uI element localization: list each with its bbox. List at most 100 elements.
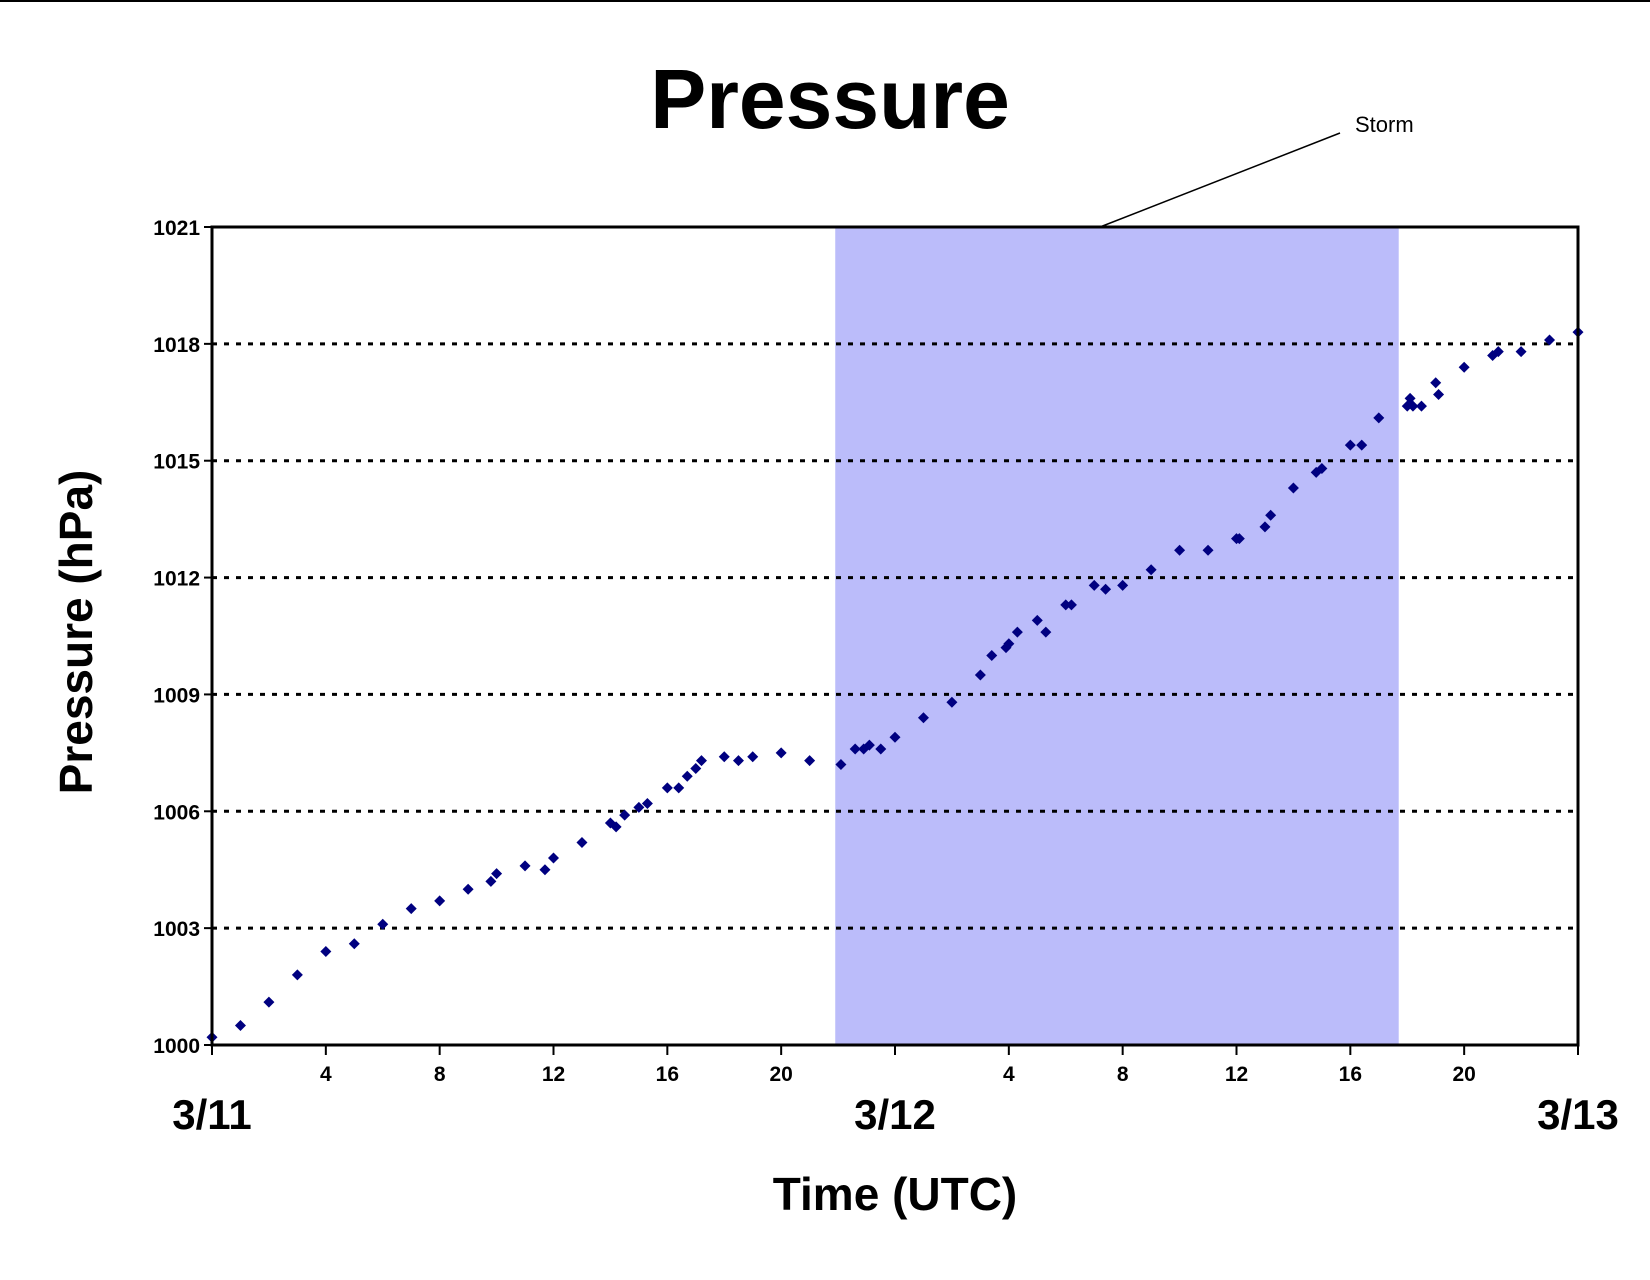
- y-tick-label: 1000: [153, 1035, 200, 1058]
- y-axis-label: Pressure (hPa): [50, 470, 102, 795]
- data-point: [1088, 579, 1100, 591]
- data-point: [1415, 400, 1427, 412]
- data-point: [1031, 614, 1043, 626]
- data-point: [434, 895, 446, 907]
- x-date-label: 3/11: [172, 1091, 251, 1138]
- chart-title: Pressure: [650, 52, 1010, 146]
- data-point: [1433, 388, 1445, 400]
- data-point: [1202, 544, 1214, 556]
- data-point: [576, 836, 588, 848]
- data-point: [690, 762, 702, 774]
- x-date-label: 3/12: [854, 1091, 936, 1138]
- data-point: [732, 755, 744, 767]
- data-point: [1373, 412, 1385, 424]
- data-point: [1430, 377, 1442, 389]
- y-tick-label: 1015: [153, 451, 200, 474]
- data-point: [1065, 599, 1077, 611]
- x-date-label: 3/13: [1537, 1091, 1619, 1138]
- data-point: [1356, 439, 1368, 451]
- data-point: [548, 852, 559, 864]
- data-point: [291, 969, 303, 981]
- data-point: [610, 821, 622, 833]
- data-point: [917, 712, 929, 724]
- data-point: [681, 770, 693, 782]
- data-point: [849, 743, 861, 755]
- data-point: [1287, 482, 1299, 494]
- data-point: [485, 875, 497, 887]
- data-point: [1100, 583, 1112, 595]
- data-point: [1145, 564, 1157, 576]
- plot-frame: [210, 225, 1580, 1047]
- data-point: [1344, 439, 1356, 451]
- x-tick-label: 12: [1225, 1063, 1248, 1086]
- data-point: [875, 743, 887, 755]
- data-point: [1117, 579, 1129, 591]
- data-point: [263, 996, 275, 1008]
- y-tick-label: 1009: [153, 684, 200, 707]
- y-tick-label: 1003: [153, 918, 200, 941]
- data-point: [1011, 626, 1023, 638]
- data-point: [673, 782, 685, 794]
- data-point: [661, 782, 673, 794]
- data-point: [775, 747, 787, 759]
- y-tick-label: 1018: [153, 334, 200, 357]
- data-point: [234, 1020, 246, 1032]
- data-point: [1040, 626, 1052, 638]
- x-tick-label: 4: [320, 1063, 332, 1086]
- data-point: [889, 731, 901, 743]
- x-tick-label: 8: [434, 1063, 446, 1086]
- data-point: [641, 797, 653, 809]
- data-point: [405, 903, 417, 915]
- x-tick-label: 8: [1117, 1063, 1129, 1086]
- data-point: [718, 751, 730, 763]
- data-point: [1060, 599, 1072, 611]
- data-point: [1233, 533, 1245, 545]
- data-points: [206, 326, 1584, 1043]
- data-point: [491, 868, 503, 880]
- x-tick-label: 16: [1339, 1063, 1362, 1086]
- y-tick-labels: 1000 1003 1006 1009 1012 1015 1018 1021: [153, 217, 212, 1058]
- data-point: [1492, 346, 1504, 358]
- data-point: [804, 755, 816, 767]
- storm-band: [835, 227, 1399, 1045]
- x-tick-label: 20: [769, 1063, 792, 1086]
- data-point: [835, 759, 847, 771]
- data-point: [1265, 509, 1277, 521]
- data-point: [519, 860, 531, 872]
- data-point: [1407, 400, 1419, 412]
- data-point: [619, 809, 631, 821]
- x-axis-label: Time (UTC): [773, 1168, 1018, 1220]
- x-tick-label: 16: [656, 1063, 679, 1086]
- data-point: [1544, 334, 1556, 346]
- x-tick-labels: 4 8 12 16 20 4 8 12 16 20: [211, 1045, 1579, 1086]
- data-point: [986, 649, 998, 661]
- storm-leader-line: [1099, 132, 1341, 228]
- x-tick-label: 4: [1003, 1063, 1015, 1086]
- y-tick-label: 1006: [153, 801, 200, 824]
- data-point: [863, 739, 875, 751]
- y-tick-label: 1021: [153, 217, 200, 240]
- data-point: [633, 801, 645, 813]
- data-point: [539, 864, 551, 876]
- data-point: [1174, 544, 1186, 556]
- data-point: [1259, 521, 1271, 533]
- y-tick-label: 1012: [153, 568, 200, 591]
- data-point: [348, 938, 360, 950]
- data-point: [1458, 361, 1470, 373]
- x-tick-label: 20: [1452, 1063, 1475, 1086]
- data-point: [320, 946, 332, 958]
- data-point: [1003, 638, 1015, 650]
- data-point: [462, 883, 474, 895]
- x-date-labels: 3/11 3/12 3/13: [172, 1091, 1619, 1138]
- data-point: [377, 918, 389, 930]
- data-point: [695, 755, 707, 767]
- data-point: [747, 751, 759, 763]
- data-point: [946, 696, 958, 708]
- data-point: [974, 669, 986, 681]
- data-point: [1316, 463, 1328, 475]
- data-point: [1515, 346, 1527, 358]
- storm-label: Storm: [1355, 112, 1414, 137]
- x-tick-label: 12: [542, 1063, 565, 1086]
